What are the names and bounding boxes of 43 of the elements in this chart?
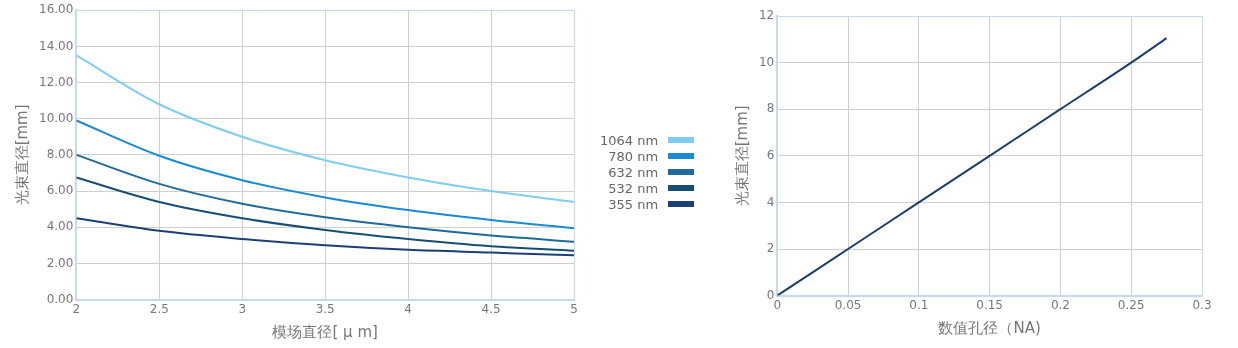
y-tick-label: 8.00 [46, 147, 74, 162]
line-series [777, 37, 1168, 296]
x-tick-label: 2.5 [149, 301, 169, 316]
y-tick-label: 6.00 [46, 183, 74, 198]
legend-label: 355 nm [608, 196, 659, 212]
x-tick-label: 0.2 [1050, 297, 1070, 312]
y-axis-title: 光束直径[mm] [732, 105, 751, 207]
x-axis-title: 数值孔径（NA) [938, 318, 1041, 337]
line-series [76, 54, 574, 203]
y-tick-label: 10.00 [38, 110, 74, 125]
x-tick-label: 0.05 [834, 297, 862, 312]
y-tick-label: 12.00 [38, 74, 74, 89]
x-tick-label: 0.15 [976, 297, 1003, 312]
legend-label: 1064 nm [600, 132, 659, 148]
y-tick-label: 2.00 [46, 255, 74, 270]
y-tick-label: 0 [766, 287, 775, 302]
line-series [76, 153, 574, 243]
y-tick-label: 16.00 [38, 2, 74, 17]
y-tick-label: 14.00 [38, 38, 74, 53]
y-tick-label: 10 [758, 54, 775, 69]
x-tick-label: 3.5 [315, 301, 335, 316]
x-tick-label: 5 [570, 301, 578, 316]
y-tick-label: 8 [766, 101, 775, 116]
x-tick-label: 4.5 [481, 301, 501, 316]
x-tick-label: 0.3 [1192, 297, 1212, 312]
x-tick-label: 0.25 [1117, 297, 1145, 312]
line-series [76, 176, 574, 252]
y-tick-label: 4.00 [46, 219, 74, 234]
x-tick-label: 4 [404, 301, 412, 316]
x-tick-label: 3 [238, 301, 247, 316]
y-tick-label: 12 [758, 8, 775, 23]
y-axis-title: 光束直径[mm] [12, 104, 31, 206]
line-series [76, 217, 574, 257]
y-tick-label: 0.00 [46, 291, 74, 306]
x-tick-label: 0.1 [909, 297, 929, 312]
y-tick-label: 4 [766, 194, 775, 209]
legend-label: 780 nm [608, 148, 659, 164]
x-axis-title: 模场直径[ μ m] [272, 322, 378, 341]
y-tick-label: 6 [766, 147, 775, 162]
line-series [76, 119, 574, 230]
legend-label: 532 nm [608, 180, 659, 196]
legend-label: 632 nm [608, 164, 659, 180]
y-tick-label: 2 [766, 241, 775, 256]
